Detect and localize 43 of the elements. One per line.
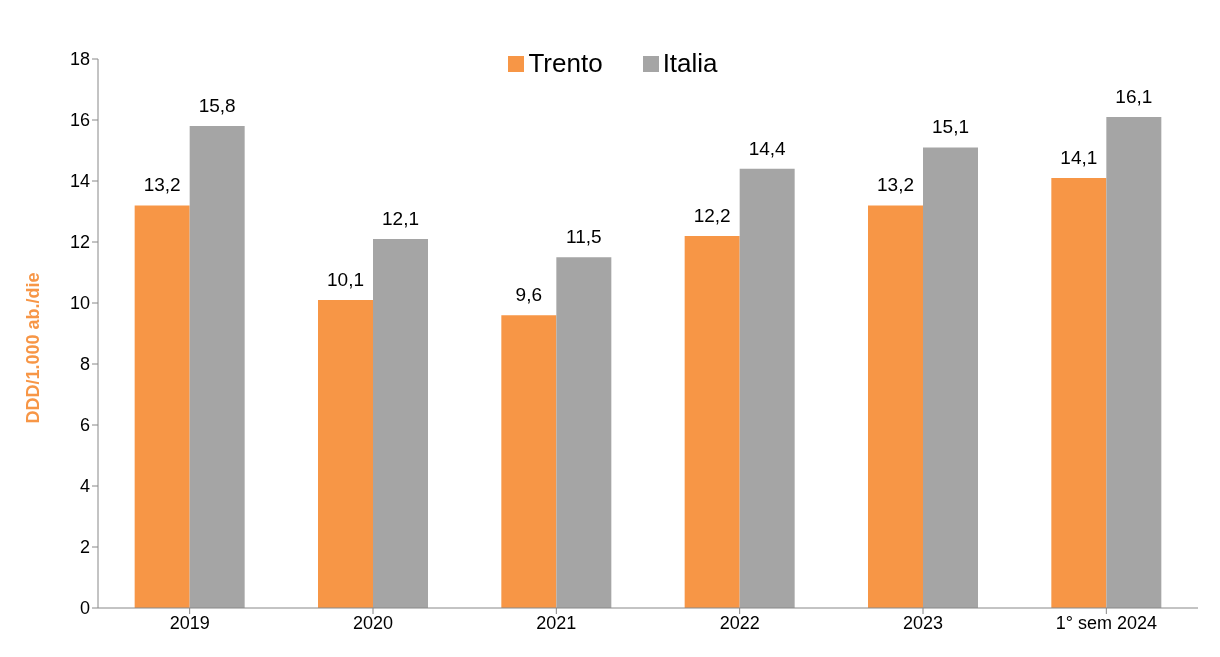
x-tick-label: 2023 (902, 612, 944, 633)
data-label: 9,6 (515, 284, 543, 306)
x-tick-label: 2022 (719, 612, 760, 633)
bar (134, 205, 190, 608)
bar (684, 235, 740, 608)
data-label: 13,2 (877, 174, 914, 196)
bar (1106, 116, 1162, 608)
y-tick-label: 14 (69, 171, 90, 192)
data-label: 15,8 (198, 95, 236, 117)
x-tick-label: 2021 (536, 612, 577, 633)
bar (923, 147, 978, 608)
y-tick-label: 8 (79, 354, 90, 375)
bar (318, 299, 373, 608)
bar (556, 257, 612, 608)
x-tick-label: 2020 (352, 612, 394, 633)
bar (1051, 177, 1107, 608)
data-label: 16,1 (1115, 85, 1153, 107)
x-tick-label: 1° sem 2024 (1055, 612, 1157, 633)
y-axis-title: DDD/1.000 ab./die (23, 272, 44, 424)
data-label: 15,1 (932, 116, 969, 138)
y-tick-label: 12 (69, 232, 90, 253)
y-tick-label: 0 (79, 598, 90, 619)
legend-label: Italia (662, 48, 718, 79)
x-tick-label: 2019 (169, 612, 210, 633)
y-tick-label: 2 (79, 537, 90, 558)
y-tick-label: 16 (69, 110, 90, 131)
data-label: 13,2 (143, 174, 181, 196)
bar (868, 205, 923, 608)
y-tick-label: 18 (69, 49, 90, 70)
data-label: 12,1 (382, 207, 419, 229)
y-tick-label: 6 (79, 415, 90, 436)
data-label: 14,1 (1060, 146, 1098, 168)
bar (373, 238, 428, 608)
data-label: 11,5 (566, 226, 602, 248)
bar (189, 126, 245, 608)
y-tick-label: 4 (79, 476, 90, 497)
legend-label: Trento (528, 48, 603, 79)
y-tick-label: 10 (69, 293, 90, 314)
bar (739, 168, 795, 608)
data-label: 12,2 (693, 204, 731, 226)
data-label: 14,4 (748, 137, 787, 159)
bar (501, 315, 557, 608)
data-label: 10,1 (327, 268, 364, 290)
